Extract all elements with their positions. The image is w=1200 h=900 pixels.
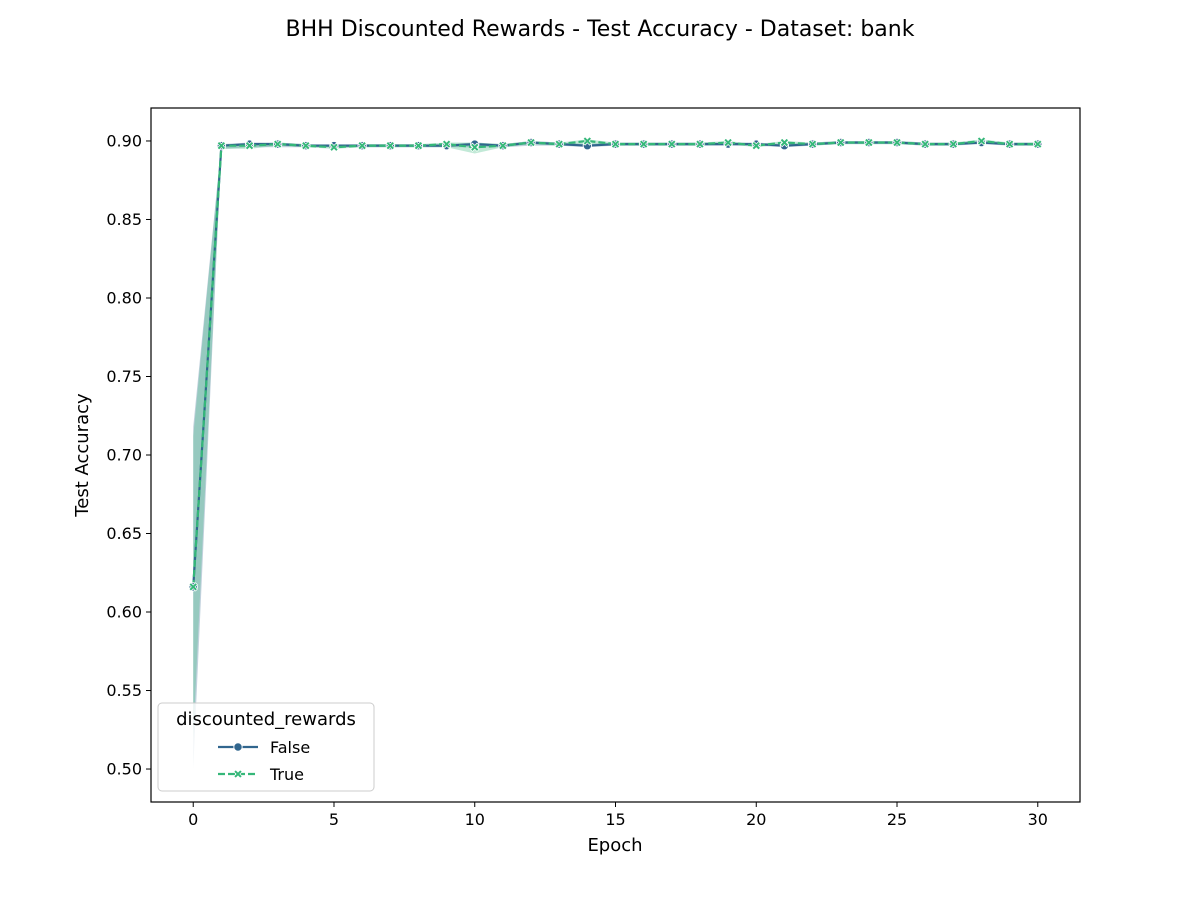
series-true-point: [470, 142, 480, 152]
y-tick-label: 0.50: [106, 760, 142, 779]
series-true-point: [385, 141, 395, 151]
y-axis-ticks: 0.50 0.55 0.60 0.65 0.70 0.75 0.80 0.85 0.90: [106, 131, 151, 779]
y-tick-label: 0.70: [106, 446, 142, 465]
series-true-point: [301, 141, 311, 151]
chart-title: BHH Discounted Rewards - Test Accuracy -…: [286, 17, 915, 42]
series-true-point: [892, 137, 902, 148]
series-true-point: [554, 139, 564, 149]
series-true-point: [526, 137, 536, 148]
series-true-point: [976, 136, 987, 146]
series-markers: [188, 136, 1043, 592]
series-true-point: [864, 137, 874, 148]
x-axis-label: Epoch: [587, 835, 642, 856]
series-true-point: [216, 141, 227, 151]
legend-entry-true-label: True: [269, 765, 304, 784]
series-true-point: [667, 139, 677, 149]
y-axis-label: Test Accuracy: [72, 393, 93, 518]
series-true-point: [695, 139, 705, 149]
series-true-point: [441, 139, 452, 149]
series-true-point: [920, 139, 930, 149]
series-true-point: [244, 141, 255, 151]
series-true-point: [357, 141, 367, 151]
legend-box: [157, 702, 375, 792]
x-tick-label: 5: [329, 810, 339, 829]
legend-items: False True: [218, 738, 310, 784]
y-tick-label: 0.80: [106, 288, 142, 307]
series-true-point: [751, 141, 761, 151]
x-tick-label: 10: [465, 810, 485, 829]
y-tick-label: 0.90: [106, 131, 142, 150]
series-true-point: [188, 582, 198, 592]
series-true-point: [498, 141, 508, 151]
series-true-point: [1004, 139, 1015, 149]
x-tick-label: 30: [1028, 810, 1048, 829]
series-true-point: [273, 139, 283, 149]
series-true-point: [329, 142, 339, 152]
series-true-point: [1033, 139, 1043, 149]
series-true-point: [807, 139, 818, 149]
series-true-point: [413, 141, 424, 151]
legend-entry-true-marker: [233, 769, 243, 779]
series-true-point: [610, 139, 621, 149]
x-axis-ticks: 0 5 10 15 20 25 30: [188, 802, 1048, 829]
x-tick-label: 25: [887, 810, 907, 829]
y-tick-label: 0.65: [106, 524, 142, 543]
legend-entry-false-marker: [233, 742, 243, 752]
x-tick-label: 0: [188, 810, 198, 829]
series-true-point: [836, 137, 846, 148]
series-true-point: [723, 137, 733, 148]
x-tick-label: 20: [746, 810, 766, 829]
series-true-point: [639, 139, 649, 149]
series-true-point: [582, 136, 592, 146]
x-tick-label: 15: [605, 810, 625, 829]
y-tick-label: 0.85: [106, 210, 142, 229]
legend-title: discounted_rewards: [176, 709, 356, 730]
legend: discounted_rewards False True: [157, 702, 375, 792]
legend-entry-false-label: False: [270, 738, 310, 757]
y-tick-label: 0.60: [106, 603, 142, 622]
series-true-point: [948, 139, 958, 149]
y-tick-label: 0.55: [106, 681, 142, 700]
y-tick-label: 0.75: [106, 367, 142, 386]
series-true-point: [779, 137, 790, 148]
